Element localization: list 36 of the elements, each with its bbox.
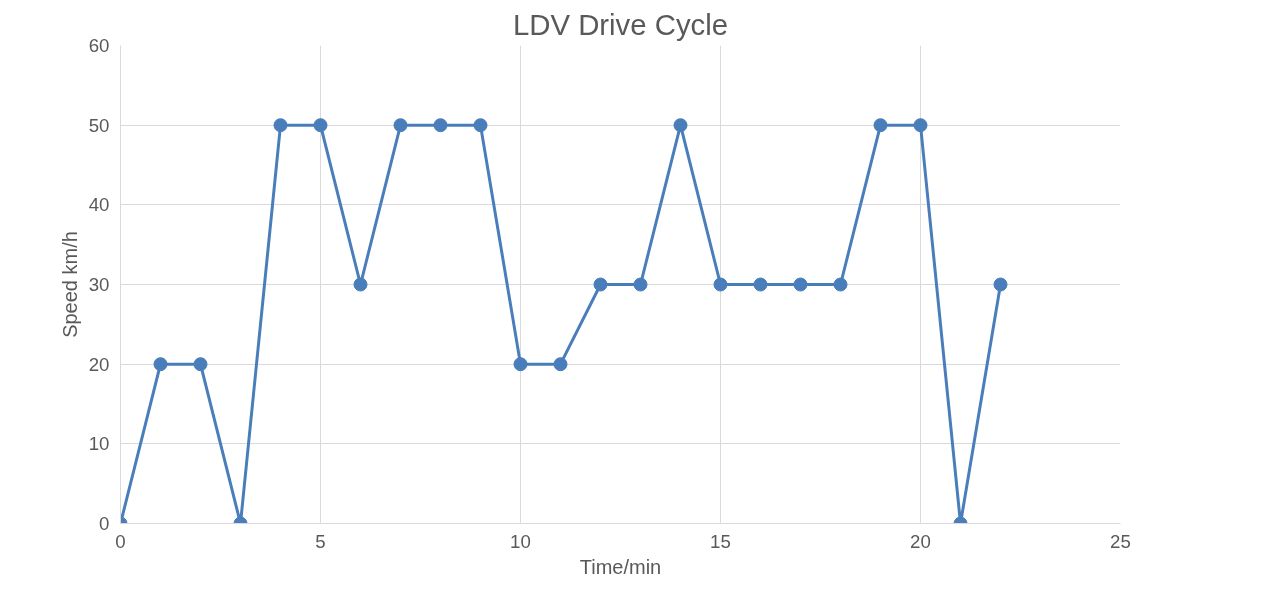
y-tick-label: 60 <box>88 35 110 56</box>
point <box>353 277 368 292</box>
y-axis-title: Speed km/h <box>58 231 81 338</box>
point <box>273 118 288 133</box>
point <box>873 118 888 133</box>
point <box>913 118 928 133</box>
point <box>433 118 448 133</box>
y-tick-label: 20 <box>88 353 110 375</box>
point <box>473 118 488 133</box>
y-tick-label: 30 <box>88 274 110 295</box>
point <box>713 277 728 292</box>
point <box>553 357 568 372</box>
x-axis-title: Time/min <box>579 555 662 578</box>
x-tick-label: 15 <box>710 530 731 552</box>
chart-title: LDV Drive Cycle <box>512 7 729 41</box>
point <box>193 357 208 372</box>
point <box>593 277 608 292</box>
y-tick-label: 10 <box>88 433 110 455</box>
y-tick-label: 0 <box>99 513 110 534</box>
point <box>633 277 648 292</box>
x-tick-label: 20 <box>910 530 931 552</box>
point <box>513 357 528 372</box>
y-tick-label: 50 <box>88 114 110 136</box>
point <box>393 118 408 133</box>
y-tick-label: 40 <box>88 194 110 216</box>
point <box>833 277 848 292</box>
point <box>793 277 808 292</box>
point <box>153 357 168 372</box>
x-tick-label: 5 <box>315 530 326 552</box>
point <box>753 277 768 292</box>
point <box>993 277 1008 292</box>
x-tick-label: 0 <box>115 530 126 552</box>
point <box>673 118 688 133</box>
x-tick-label: 25 <box>1110 530 1131 552</box>
point <box>313 118 328 133</box>
x-tick-label: 10 <box>510 530 531 552</box>
